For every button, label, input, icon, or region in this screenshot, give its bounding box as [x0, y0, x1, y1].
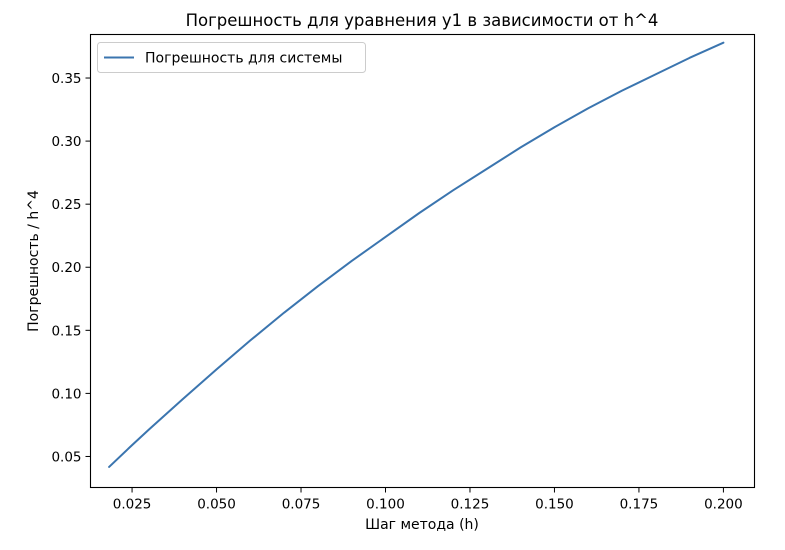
x-axis-label: Шаг метода (h): [365, 517, 479, 533]
y-tick-label: 0.30: [51, 134, 81, 150]
y-tick-label: 0.15: [51, 323, 81, 339]
x-tick-label: 0.100: [366, 497, 405, 513]
legend: Погрешность для системы: [97, 42, 366, 73]
x-tick-label: 0.025: [113, 497, 152, 513]
plot-frame: [89, 33, 756, 489]
y-tick-label: 0.10: [51, 386, 81, 402]
x-axis: 0.025 0.050 0.075 0.100 0.125 0.150 0.175 0.200: [113, 487, 743, 513]
y-axis-label: Погрешность / h^4: [26, 190, 42, 332]
x-tick-label: 0.050: [197, 497, 236, 513]
x-tick-label: 0.125: [451, 497, 490, 513]
series-line: [108, 41, 725, 468]
x-tick-label: 0.175: [620, 497, 659, 513]
y-tick-label: 0.35: [51, 71, 81, 87]
x-tick-label: 0.200: [704, 497, 743, 513]
legend-box: [97, 42, 366, 73]
x-tick-label: 0.075: [282, 497, 321, 513]
chart-title: Погрешность для уравнения y1 в зависимос…: [186, 11, 659, 30]
legend-label: Погрешность для системы: [145, 51, 342, 67]
series-layer: [108, 41, 725, 468]
x-tick-label: 0.150: [535, 497, 574, 513]
y-axis: 0.05 0.10 0.15 0.20 0.25 0.30 0.35: [51, 71, 91, 465]
y-tick-label: 0.05: [51, 449, 81, 465]
y-tick-label: 0.25: [51, 197, 81, 213]
y-tick-label: 0.20: [51, 260, 81, 276]
